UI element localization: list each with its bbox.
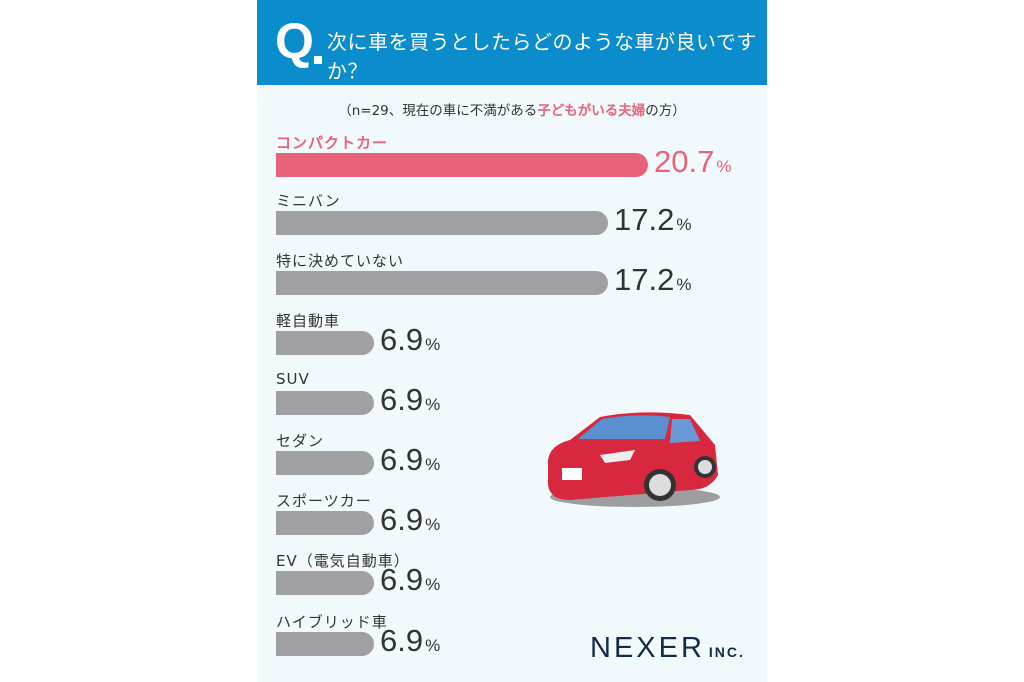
value-number: 6.9 bbox=[380, 322, 424, 357]
value-label: 17.2% bbox=[614, 262, 691, 298]
note-post: の方） bbox=[645, 103, 686, 119]
car-illustration bbox=[548, 412, 720, 507]
sample-note: （n=29、現在の車に不満がある子どもがいる夫婦の方） bbox=[257, 99, 767, 119]
value-unit: % bbox=[425, 335, 441, 354]
note-pre: （n=29、現在の車に不満がある bbox=[338, 103, 538, 119]
value-unit: % bbox=[676, 275, 692, 294]
value-unit: % bbox=[425, 575, 441, 594]
value-unit: % bbox=[425, 515, 441, 534]
category-label: スポーツカー bbox=[276, 492, 372, 510]
bar bbox=[276, 153, 648, 177]
question-header: Q 次に車を買うとしたらどのような車が良いですか？ bbox=[257, 0, 767, 85]
value-label: 6.9% bbox=[380, 442, 440, 478]
value-label: 6.9% bbox=[380, 502, 440, 538]
value-number: 20.7 bbox=[654, 144, 715, 179]
value-unit: % bbox=[425, 395, 441, 414]
note-highlight: 子どもがいる夫婦 bbox=[537, 103, 646, 119]
bar bbox=[276, 451, 374, 475]
category-label: ハイブリッド車 bbox=[276, 613, 388, 631]
value-number: 6.9 bbox=[380, 442, 424, 477]
q-mark: Q bbox=[275, 13, 314, 69]
bar bbox=[276, 211, 608, 235]
value-number: 6.9 bbox=[380, 502, 424, 537]
category-label: コンパクトカー bbox=[276, 134, 389, 152]
nexer-logo: NEXER INC. bbox=[590, 632, 745, 665]
value-label: 20.7% bbox=[654, 144, 731, 180]
value-unit: % bbox=[716, 157, 732, 176]
category-label: ミニバン bbox=[276, 192, 341, 210]
logo-suffix: INC. bbox=[708, 644, 745, 660]
category-label: EV（電気自動車） bbox=[276, 552, 410, 570]
value-unit: % bbox=[425, 636, 441, 655]
value-label: 6.9% bbox=[380, 322, 440, 358]
question-title: 次に車を買うとしたらどのような車が良いですか？ bbox=[327, 30, 757, 83]
category-label: 軽自動車 bbox=[276, 312, 341, 330]
bar bbox=[276, 632, 374, 656]
bar bbox=[276, 391, 374, 415]
value-number: 6.9 bbox=[380, 382, 424, 417]
value-number: 6.9 bbox=[380, 562, 424, 597]
bar bbox=[276, 331, 374, 355]
bar bbox=[276, 571, 374, 595]
infographic-panel: Q 次に車を買うとしたらどのような車が良いですか？ （n=29、現在の車に不満が… bbox=[257, 0, 767, 682]
value-unit: % bbox=[676, 215, 692, 234]
bar bbox=[276, 511, 374, 535]
value-number: 17.2 bbox=[614, 262, 675, 297]
value-number: 17.2 bbox=[614, 202, 675, 237]
q-dot bbox=[314, 56, 322, 64]
value-number: 6.9 bbox=[380, 623, 424, 658]
value-unit: % bbox=[425, 455, 441, 474]
category-label: セダン bbox=[276, 432, 325, 450]
value-label: 6.9% bbox=[380, 562, 440, 598]
value-label: 17.2% bbox=[614, 202, 691, 238]
category-label: SUV bbox=[276, 370, 310, 388]
logo-main: NEXER bbox=[590, 632, 705, 664]
bar bbox=[276, 271, 608, 295]
value-label: 6.9% bbox=[380, 382, 440, 418]
value-label: 6.9% bbox=[380, 623, 440, 659]
category-label: 特に決めていない bbox=[276, 252, 405, 270]
